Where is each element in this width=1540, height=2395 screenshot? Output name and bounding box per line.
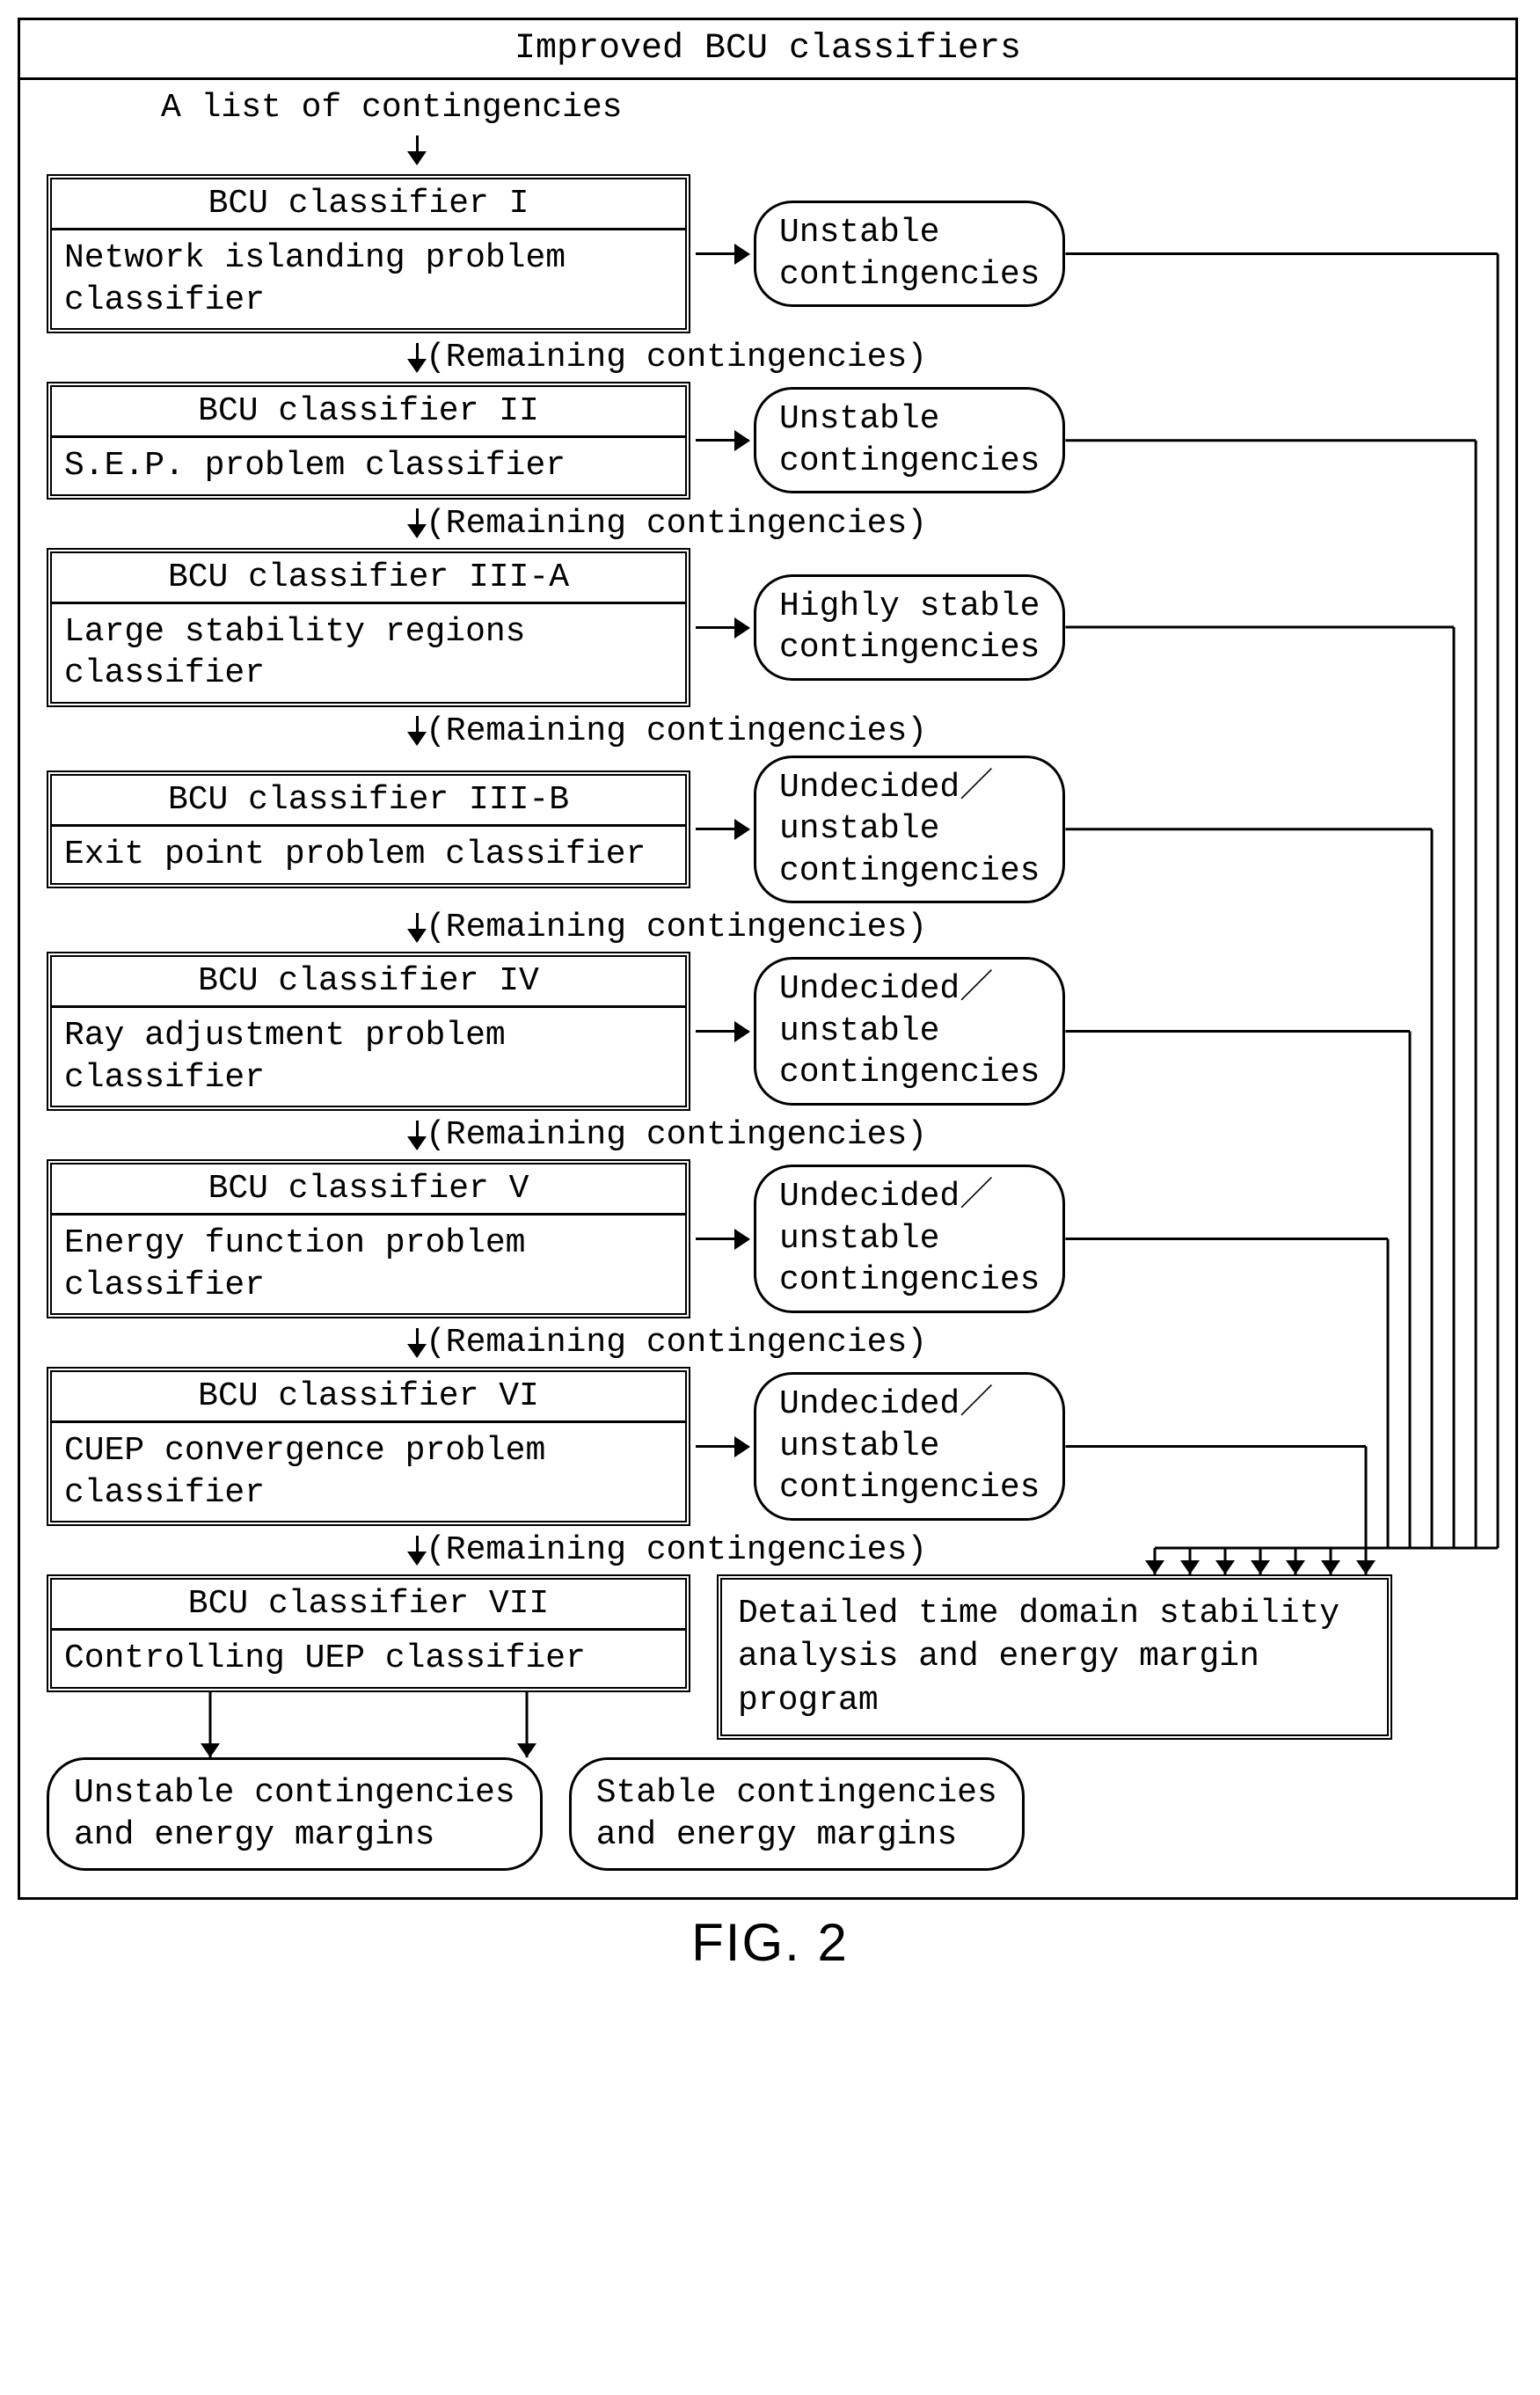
classifier-desc-3: Large stability regions classifier bbox=[52, 604, 685, 702]
classifier-title-6: BCU classifier V bbox=[52, 1165, 685, 1216]
arrow-right-7 bbox=[696, 1445, 748, 1448]
classifier-box-5: BCU classifier IV Ray adjustment problem… bbox=[47, 952, 690, 1111]
classifier-box-7: BCU classifier VI CUEP convergence probl… bbox=[47, 1367, 690, 1526]
output-pill-7: Undecided／unstablecontingencies bbox=[754, 1372, 1065, 1521]
row-classifier-6: BCU classifier V Energy function problem… bbox=[47, 1159, 1489, 1318]
classifier-box-1: BCU classifier I Network islanding probl… bbox=[47, 174, 690, 333]
classifier-box-2: BCU classifier II S.E.P. problem classif… bbox=[47, 382, 690, 500]
classifier-title-3: BCU classifier III-A bbox=[52, 553, 685, 604]
arrow-right-3 bbox=[696, 626, 748, 629]
remaining-label: (Remaining contingencies) bbox=[426, 1531, 927, 1569]
remaining-label: (Remaining contingencies) bbox=[426, 1116, 927, 1154]
classifier-desc-8: Controlling UEP classifier bbox=[52, 1631, 685, 1687]
remaining-label: (Remaining contingencies) bbox=[426, 505, 927, 543]
classifier-desc-6: Energy function problem classifier bbox=[52, 1216, 685, 1313]
row-classifier-8: BCU classifier VII Controlling UEP class… bbox=[47, 1574, 1489, 1740]
output-pill-5: Undecided／unstablecontingencies bbox=[754, 957, 1065, 1106]
top-label: A list of contingencies bbox=[161, 89, 1489, 127]
classifier-title-5: BCU classifier IV bbox=[52, 957, 685, 1008]
remaining-6: (Remaining contingencies) bbox=[416, 1324, 1489, 1362]
classifier-title-2: BCU classifier II bbox=[52, 387, 685, 438]
frame-title: Improved BCU classifiers bbox=[20, 20, 1515, 80]
bottom-row: Unstable contingenciesand energy margins… bbox=[47, 1757, 1489, 1871]
bottom-pill-stable: Stable contingenciesand energy margins bbox=[569, 1757, 1025, 1871]
remaining-1: (Remaining contingencies) bbox=[416, 339, 1489, 376]
remaining-7: (Remaining contingencies) bbox=[416, 1531, 1489, 1569]
output-pill-4: Undecided／unstablecontingencies bbox=[754, 756, 1065, 904]
arrow-right-2 bbox=[696, 439, 748, 442]
classifier-box-6: BCU classifier V Energy function problem… bbox=[47, 1159, 690, 1318]
remaining-label: (Remaining contingencies) bbox=[426, 1324, 927, 1362]
arrow-right-4 bbox=[696, 828, 748, 830]
output-pill-2: Unstablecontingencies bbox=[754, 387, 1065, 493]
content-area: A list of contingencies BCU classifier I… bbox=[20, 80, 1515, 1897]
outer-frame: Improved BCU classifiers A list of conti… bbox=[18, 18, 1518, 1900]
remaining-2: (Remaining contingencies) bbox=[416, 505, 1489, 543]
remaining-label: (Remaining contingencies) bbox=[426, 909, 927, 946]
remaining-4: (Remaining contingencies) bbox=[416, 909, 1489, 946]
row-classifier-3: BCU classifier III-A Large stability reg… bbox=[47, 548, 1489, 707]
classifier-title-8: BCU classifier VII bbox=[52, 1580, 685, 1631]
classifier-desc-7: CUEP convergence problem classifier bbox=[52, 1423, 685, 1521]
classifier-desc-4: Exit point problem classifier bbox=[52, 827, 685, 883]
remaining-label: (Remaining contingencies) bbox=[426, 339, 927, 376]
classifier-box-4: BCU classifier III-B Exit point problem … bbox=[47, 770, 690, 888]
arrow-down-top bbox=[416, 131, 1489, 169]
row-classifier-2: BCU classifier II S.E.P. problem classif… bbox=[47, 382, 1489, 500]
classifier-desc-1: Network islanding problem classifier bbox=[52, 230, 685, 328]
classifier-title-4: BCU classifier III-B bbox=[52, 776, 685, 827]
output-pill-1: Unstablecontingencies bbox=[754, 201, 1065, 307]
arrow-right-1 bbox=[696, 252, 748, 255]
row-classifier-7: BCU classifier VI CUEP convergence probl… bbox=[47, 1367, 1489, 1526]
analysis-box: Detailed time domain stability analysis … bbox=[717, 1574, 1392, 1740]
classifier-box-8: BCU classifier VII Controlling UEP class… bbox=[47, 1574, 690, 1692]
remaining-5: (Remaining contingencies) bbox=[416, 1116, 1489, 1154]
classifier-title-1: BCU classifier I bbox=[52, 179, 685, 230]
arrow-right-5 bbox=[696, 1030, 748, 1033]
classifier-desc-5: Ray adjustment problem classifier bbox=[52, 1008, 685, 1106]
row-classifier-4: BCU classifier III-B Exit point problem … bbox=[47, 756, 1489, 904]
classifier-box-3: BCU classifier III-A Large stability reg… bbox=[47, 548, 690, 707]
row-classifier-5: BCU classifier IV Ray adjustment problem… bbox=[47, 952, 1489, 1111]
output-pill-3: Highly stablecontingencies bbox=[754, 574, 1065, 681]
row-classifier-1: BCU classifier I Network islanding probl… bbox=[47, 174, 1489, 333]
classifier-desc-2: S.E.P. problem classifier bbox=[52, 438, 685, 494]
classifier-title-7: BCU classifier VI bbox=[52, 1372, 685, 1423]
bottom-pill-unstable: Unstable contingenciesand energy margins bbox=[47, 1757, 543, 1871]
figure-label: FIG. 2 bbox=[18, 1912, 1522, 1973]
arrow-right-6 bbox=[696, 1238, 748, 1240]
remaining-label: (Remaining contingencies) bbox=[426, 712, 927, 750]
output-pill-6: Undecided／unstablecontingencies bbox=[754, 1165, 1065, 1313]
remaining-3: (Remaining contingencies) bbox=[416, 712, 1489, 750]
